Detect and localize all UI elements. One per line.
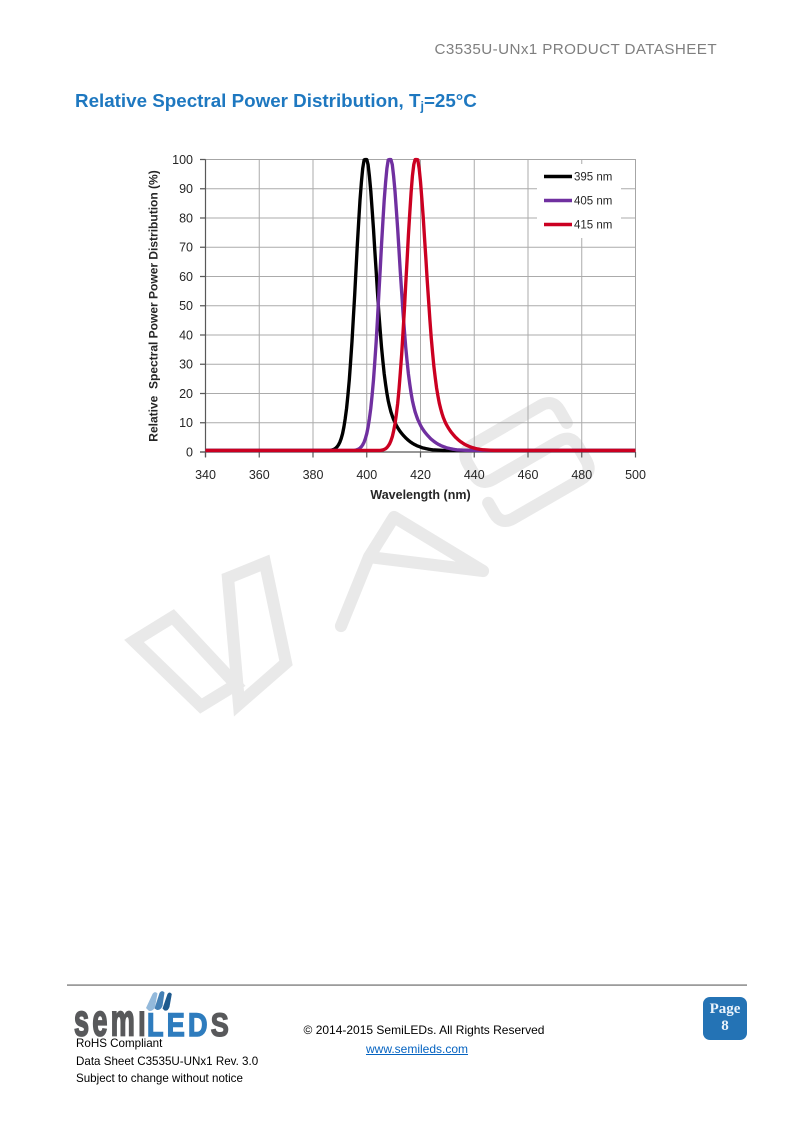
svg-text:40: 40 <box>179 328 193 342</box>
svg-text:20: 20 <box>179 387 193 401</box>
svg-text:Relative Spectral Power Power: Relative Spectral Power Power Distributi… <box>147 170 161 441</box>
svg-text:405 nm: 405 nm <box>574 196 612 208</box>
svg-text:440: 440 <box>464 468 485 482</box>
svg-text:0: 0 <box>186 445 193 459</box>
svg-text:30: 30 <box>179 358 193 372</box>
svg-text:80: 80 <box>179 211 193 225</box>
svg-text:Wavelength (nm): Wavelength (nm) <box>370 488 470 502</box>
svg-text:460: 460 <box>518 468 539 482</box>
svg-text:50: 50 <box>179 299 193 313</box>
svg-text:380: 380 <box>303 468 324 482</box>
svg-text:480: 480 <box>571 468 592 482</box>
svg-text:90: 90 <box>179 182 193 196</box>
svg-text:395 nm: 395 nm <box>574 172 612 184</box>
svg-text:400: 400 <box>356 468 377 482</box>
svg-text:10: 10 <box>179 416 193 430</box>
svg-text:420: 420 <box>410 468 431 482</box>
svg-text:500: 500 <box>625 468 646 482</box>
svg-text:100: 100 <box>172 153 193 167</box>
svg-text:70: 70 <box>179 241 193 255</box>
svg-text:360: 360 <box>249 468 270 482</box>
svg-text:340: 340 <box>195 468 216 482</box>
svg-text:415 nm: 415 nm <box>574 220 612 232</box>
svg-text:60: 60 <box>179 270 193 284</box>
